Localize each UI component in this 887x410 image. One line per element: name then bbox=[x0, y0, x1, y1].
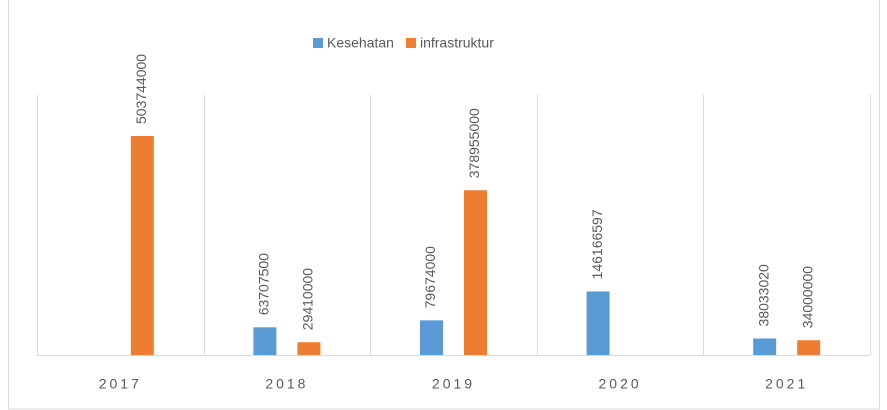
data-label: 29410000 bbox=[300, 268, 316, 331]
x-tick-label: 2020 bbox=[599, 376, 642, 392]
legend-swatch bbox=[405, 38, 416, 48]
x-tick-label: 2017 bbox=[99, 376, 142, 392]
bar bbox=[464, 190, 487, 355]
bar bbox=[797, 340, 821, 355]
bar bbox=[253, 327, 277, 355]
x-tick-label: 2018 bbox=[265, 376, 308, 392]
x-tick-label: 2021 bbox=[765, 376, 808, 392]
bar bbox=[297, 342, 321, 355]
bar bbox=[420, 320, 443, 355]
data-label: 503744000 bbox=[133, 54, 149, 124]
data-label: 79674000 bbox=[422, 246, 438, 309]
legend-label: Kesehatan bbox=[327, 35, 394, 51]
data-label: 378955000 bbox=[466, 108, 482, 178]
data-label: 38033020 bbox=[755, 264, 771, 327]
legend-swatch bbox=[313, 38, 323, 48]
legend-label: infrastruktur bbox=[420, 35, 494, 51]
x-tick-label: 2019 bbox=[432, 376, 475, 392]
data-label: 34000000 bbox=[799, 266, 815, 329]
data-label: 146166597 bbox=[589, 209, 605, 279]
data-label: 63707500 bbox=[256, 253, 272, 316]
bar bbox=[753, 338, 777, 355]
bar bbox=[586, 291, 610, 355]
bar bbox=[130, 136, 154, 355]
